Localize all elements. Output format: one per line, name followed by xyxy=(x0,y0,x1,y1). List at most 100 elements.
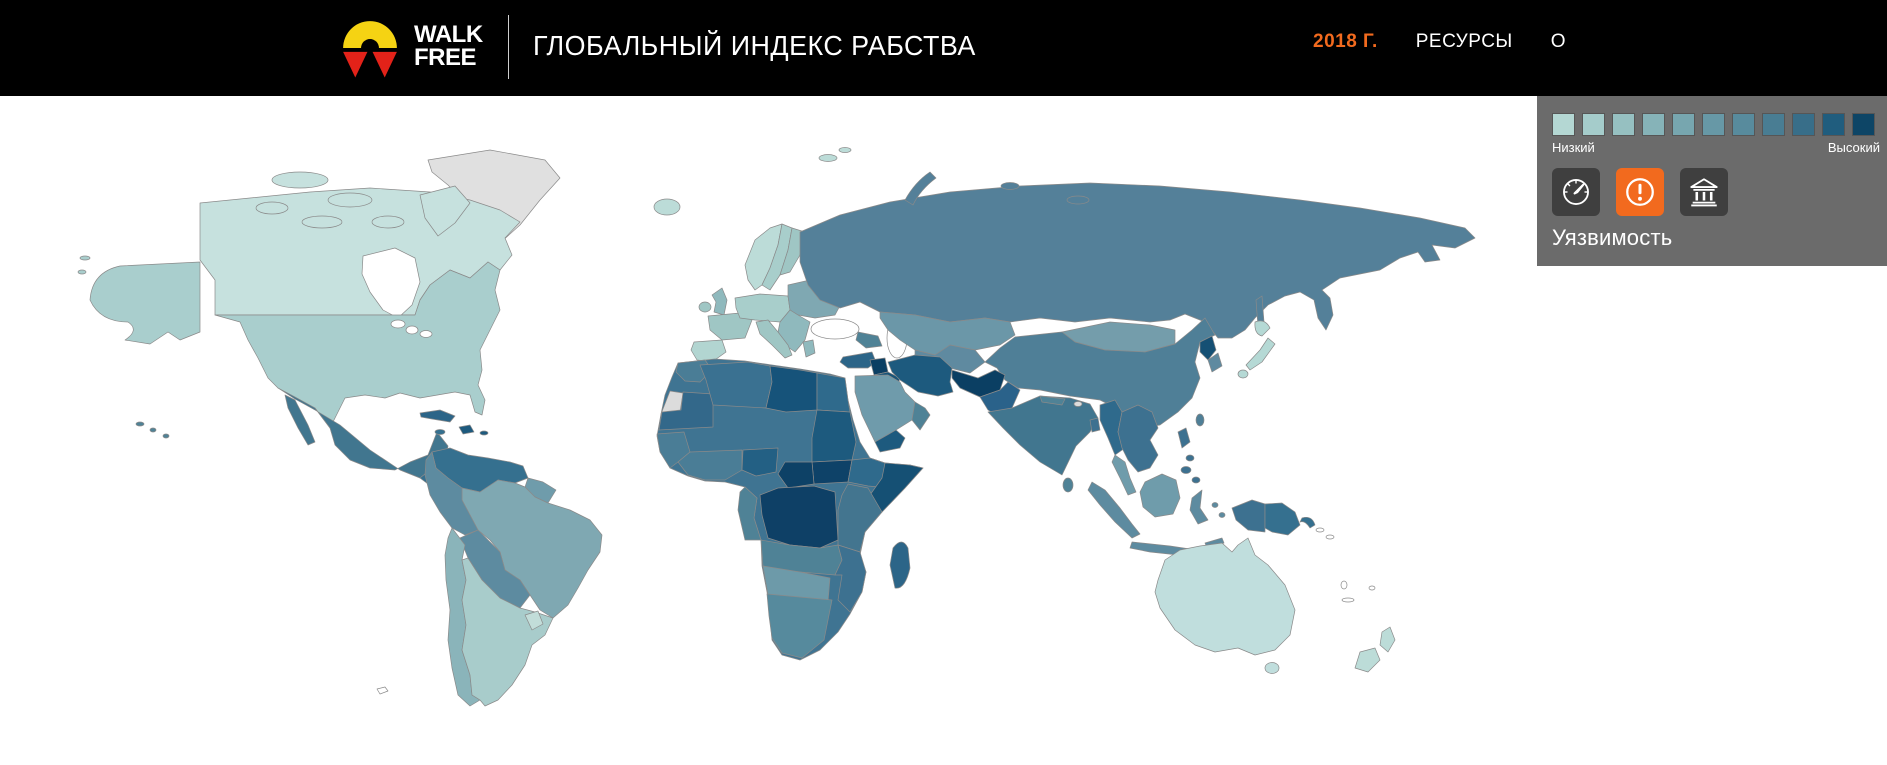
region-central-europe[interactable] xyxy=(734,293,791,323)
new-caledonia xyxy=(1341,597,1355,603)
legend-swatch xyxy=(1822,113,1845,136)
region-caucasus[interactable] xyxy=(855,331,883,349)
region-south-africa[interactable] xyxy=(766,593,833,659)
region-indochina[interactable] xyxy=(1117,404,1159,473)
region-australia[interactable] xyxy=(1154,537,1296,656)
region-turkey[interactable] xyxy=(839,351,877,369)
nav-item-about[interactable]: О xyxy=(1550,31,1567,52)
region-greece[interactable] xyxy=(802,339,816,358)
vulnerability-button[interactable] xyxy=(1616,168,1664,216)
region-nepal[interactable] xyxy=(1039,395,1066,406)
region-uk[interactable] xyxy=(711,287,728,316)
region-hispaniola[interactable] xyxy=(458,424,475,435)
region-new-zealand-north[interactable] xyxy=(1379,626,1396,653)
region-central-african-republic[interactable] xyxy=(777,461,815,489)
region-madagascar[interactable] xyxy=(889,541,911,589)
region-italy[interactable] xyxy=(755,319,793,359)
region-bhutan[interactable] xyxy=(1073,401,1083,407)
region-yemen[interactable] xyxy=(874,429,906,453)
region-egypt[interactable] xyxy=(816,372,851,413)
region-somalia[interactable] xyxy=(869,462,924,513)
region-novaya-zemlya[interactable] xyxy=(904,171,937,206)
region-hawaii[interactable] xyxy=(135,421,145,427)
region-sulawesi[interactable] xyxy=(1189,489,1209,525)
region-svalbard[interactable] xyxy=(818,154,838,162)
region-alaska[interactable] xyxy=(89,261,201,345)
header-divider xyxy=(508,15,509,79)
region-ireland[interactable] xyxy=(698,301,712,313)
region-peru-ecuador[interactable] xyxy=(424,451,479,536)
region-ghana-ivory-coast[interactable] xyxy=(677,449,743,481)
region-arctic-russia-island[interactable] xyxy=(1000,182,1020,190)
region-west-papua[interactable] xyxy=(1231,499,1266,533)
region-borneo[interactable] xyxy=(1139,473,1181,518)
region-greenland[interactable] xyxy=(427,149,561,244)
region-arctic-island[interactable] xyxy=(301,215,343,229)
region-jamaica[interactable] xyxy=(434,429,446,435)
region-new-zealand-south[interactable] xyxy=(1354,647,1381,673)
walk-free-logo-text[interactable]: WALK FREE xyxy=(414,23,483,70)
region-tasmania[interactable] xyxy=(1264,662,1280,674)
region-drc[interactable] xyxy=(759,485,839,549)
walk-free-logo-icon[interactable] xyxy=(337,16,403,80)
nav-item-year-2018[interactable]: 2018 Г. xyxy=(1313,31,1378,52)
government-response-button[interactable] xyxy=(1680,168,1728,216)
region-pakistan[interactable] xyxy=(979,381,1021,416)
region-baja[interactable] xyxy=(284,394,316,446)
region-moluccas[interactable] xyxy=(1211,502,1219,508)
region-japan-honshu[interactable] xyxy=(1245,337,1276,371)
region-north-korea[interactable] xyxy=(1199,335,1217,361)
region-sudan[interactable] xyxy=(811,409,857,463)
region-arctic-island[interactable] xyxy=(255,201,289,215)
region-iceland[interactable] xyxy=(653,198,681,216)
region-south-sudan[interactable] xyxy=(811,459,853,485)
region-baffin-island[interactable] xyxy=(419,185,471,237)
region-svalbard[interactable] xyxy=(838,147,852,153)
region-moluccas[interactable] xyxy=(1218,512,1226,518)
region-arctic-russia-island[interactable] xyxy=(1066,195,1090,205)
region-iran[interactable] xyxy=(887,354,954,397)
region-libya[interactable] xyxy=(765,365,818,413)
falkland-islands xyxy=(376,686,389,695)
region-saudi-arabia[interactable] xyxy=(854,374,916,443)
region-mozambique[interactable] xyxy=(834,544,867,613)
legend-swatch xyxy=(1762,113,1785,136)
region-oman[interactable] xyxy=(911,401,931,431)
region-sumatra[interactable] xyxy=(1087,481,1141,539)
region-philippines-island[interactable] xyxy=(1180,466,1192,474)
region-aleutians[interactable] xyxy=(79,255,91,261)
region-arctic-island[interactable] xyxy=(371,215,405,229)
great-lake xyxy=(405,325,419,335)
nav-item-resources[interactable]: РЕСУРСЫ xyxy=(1415,31,1513,52)
region-philippines-island[interactable] xyxy=(1191,476,1201,484)
region-japan-kyushu[interactable] xyxy=(1237,369,1249,379)
region-bangladesh[interactable] xyxy=(1089,417,1101,433)
bank-icon xyxy=(1690,178,1718,207)
page-title: ГЛОБАЛЬНЫЙ ИНДЕКС РАБСТВА xyxy=(533,30,976,61)
region-philippines-island[interactable] xyxy=(1185,454,1195,462)
region-cuba[interactable] xyxy=(419,409,456,423)
region-papua-new-guinea[interactable] xyxy=(1264,502,1301,536)
region-puerto-rico[interactable] xyxy=(479,430,489,436)
region-malay-peninsula[interactable] xyxy=(1111,454,1137,496)
region-new-britain[interactable] xyxy=(1299,516,1316,529)
prevalence-button[interactable] xyxy=(1552,168,1600,216)
region-uruguay[interactable] xyxy=(524,610,544,631)
region-aleutians[interactable] xyxy=(77,269,87,275)
region-sri-lanka[interactable] xyxy=(1062,477,1074,493)
region-china[interactable] xyxy=(984,317,1216,429)
header-bar: WALK FREE ГЛОБАЛЬНЫЙ ИНДЕКС РАБСТВА 2018… xyxy=(0,0,1887,96)
region-hawaii[interactable] xyxy=(149,427,157,433)
region-south-korea[interactable] xyxy=(1207,352,1223,373)
region-japan-hokkaido[interactable] xyxy=(1254,320,1271,337)
legend-low-label: Низкий xyxy=(1552,140,1595,155)
region-cameroon-gabon[interactable] xyxy=(737,486,762,541)
region-argentina[interactable] xyxy=(461,557,554,707)
region-arctic-island[interactable] xyxy=(271,171,329,189)
region-iberia[interactable] xyxy=(690,339,727,363)
region-taiwan[interactable] xyxy=(1195,413,1205,427)
region-arctic-island[interactable] xyxy=(327,192,373,208)
region-philippines-luzon[interactable] xyxy=(1177,427,1191,449)
region-nigeria[interactable] xyxy=(741,447,779,477)
region-hawaii[interactable] xyxy=(162,433,170,439)
